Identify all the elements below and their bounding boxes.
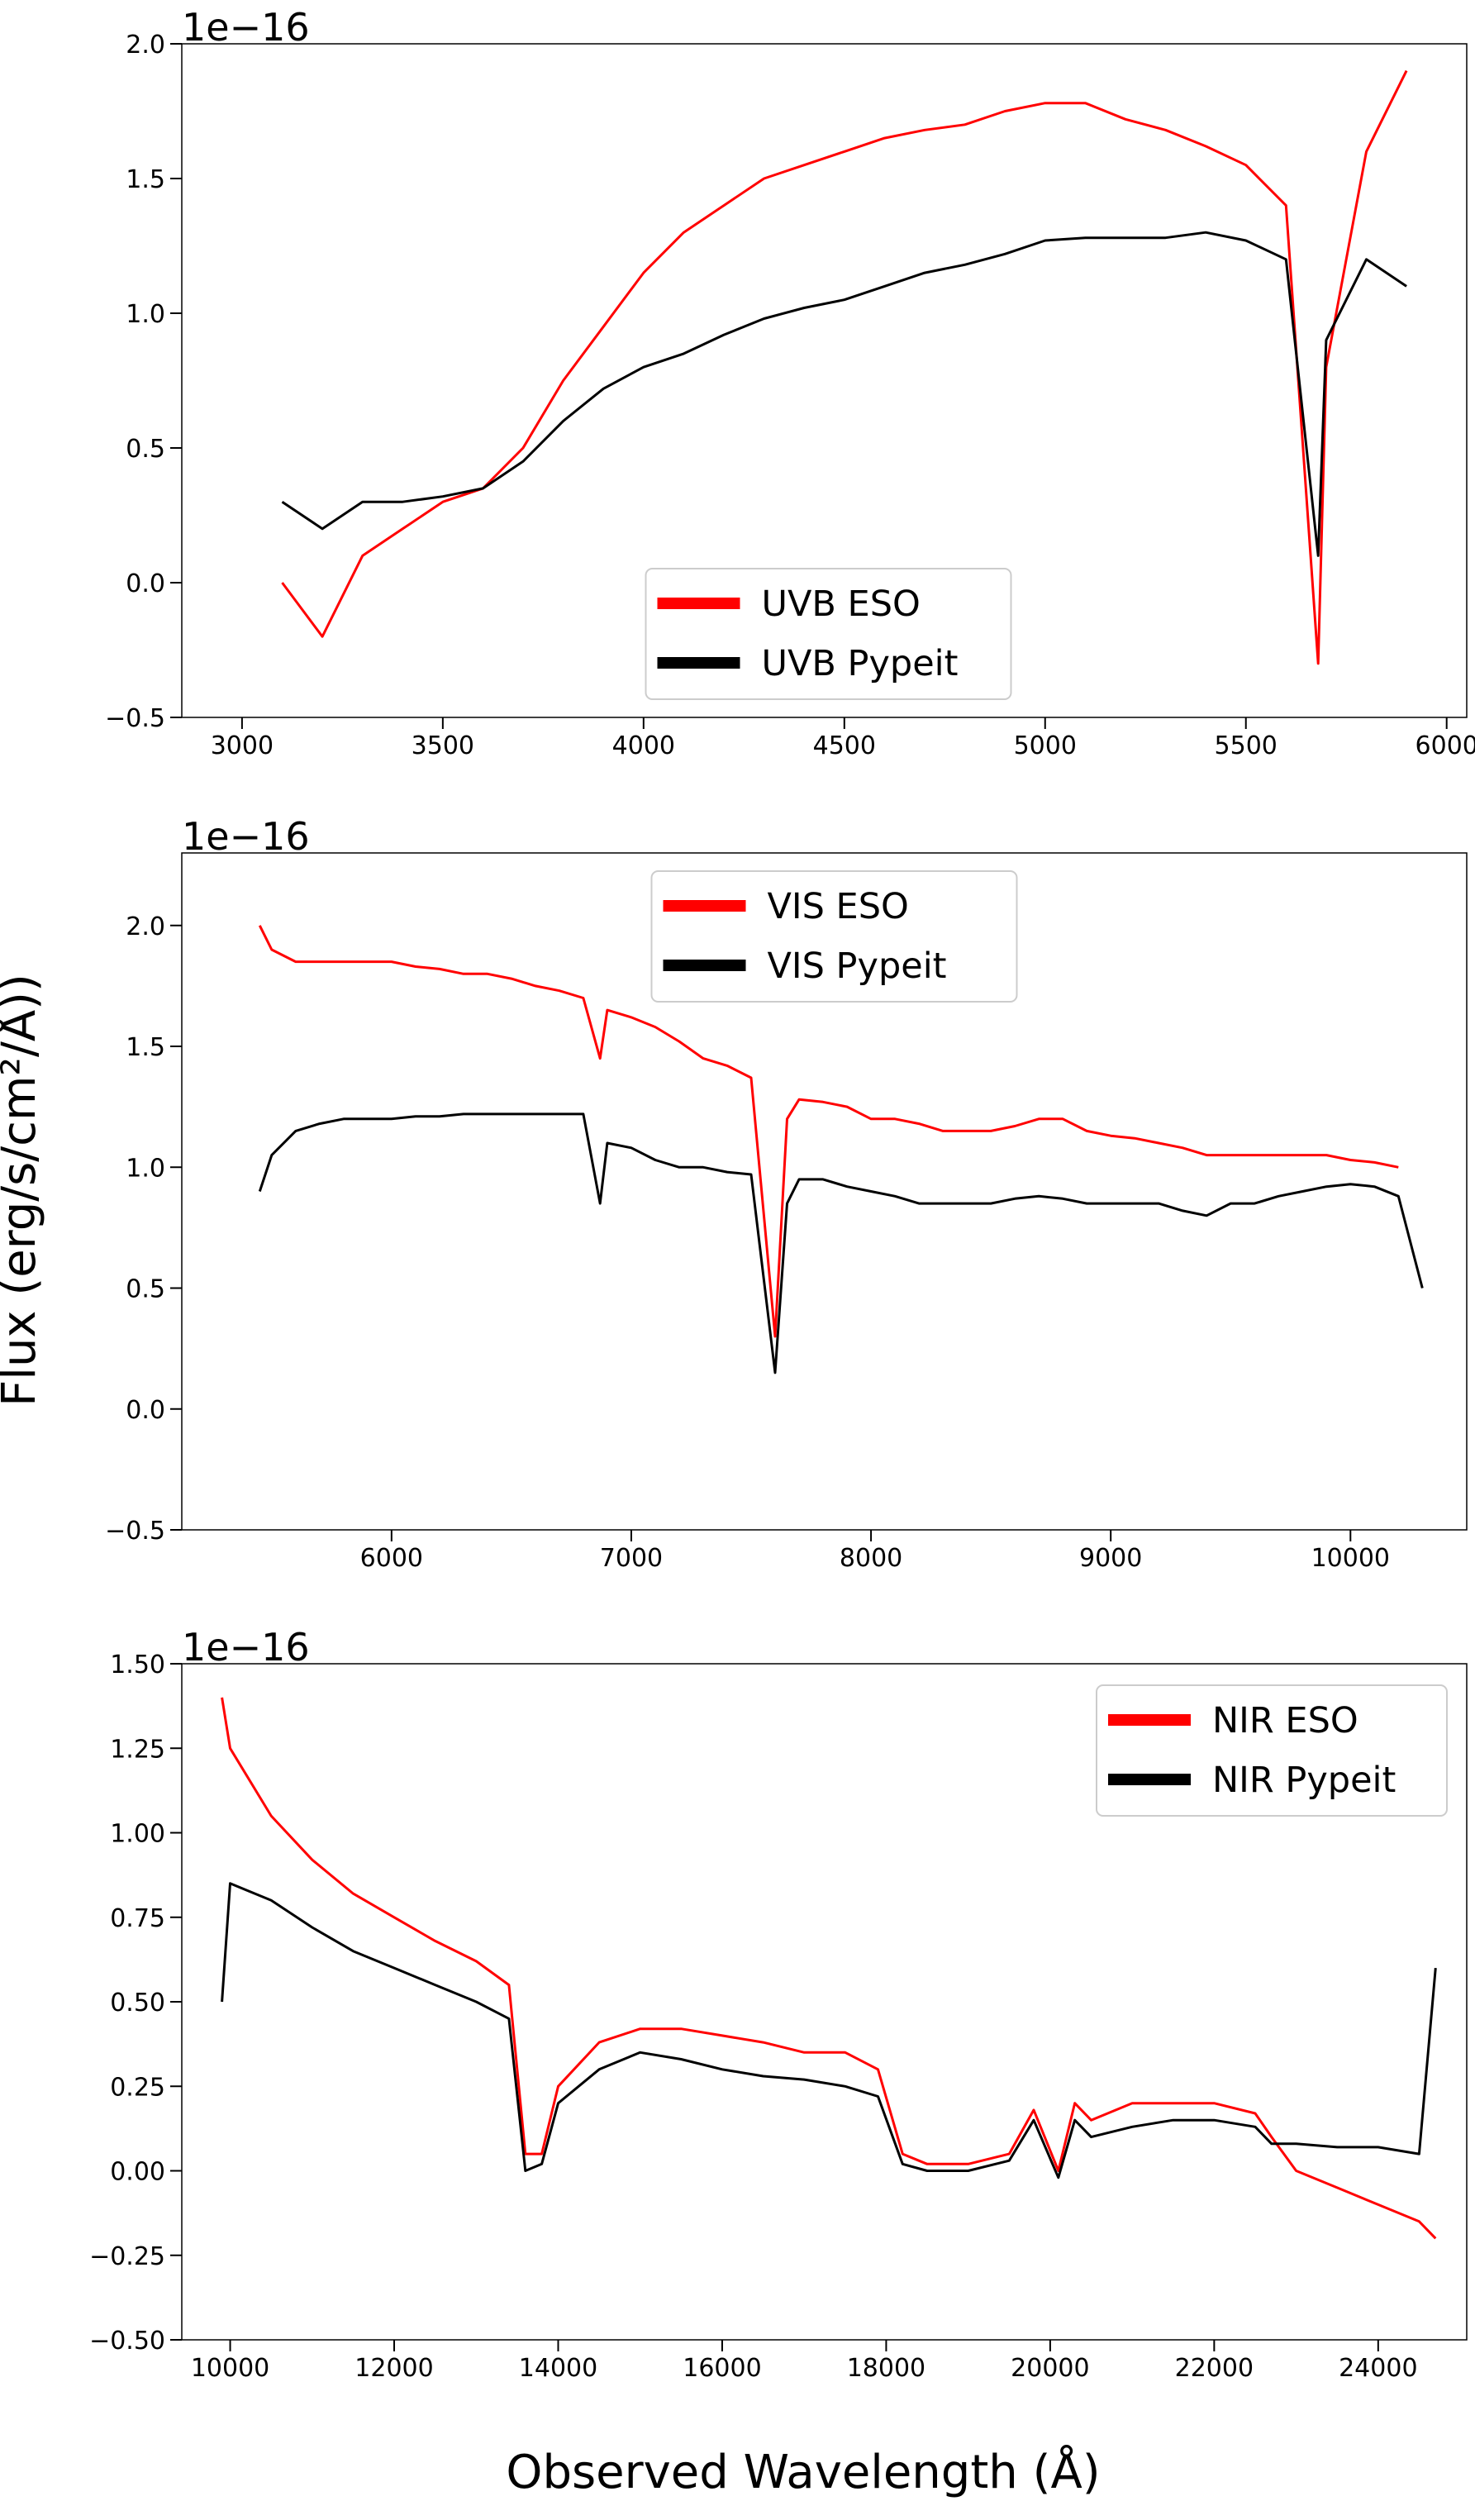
y-tick-label: 0.0	[126, 569, 165, 598]
y-tick-label: 0.50	[110, 1989, 165, 2017]
legend-label: NIR ESO	[1212, 1700, 1358, 1741]
y-tick-label: 1.0	[126, 1154, 165, 1183]
y-tick-label: −0.50	[89, 2327, 165, 2356]
x-tick-label: 6000	[360, 1544, 423, 1573]
x-tick-label: 4000	[612, 731, 675, 760]
y-tick-label: 0.00	[110, 2158, 165, 2187]
panel: 3000 3500 4000 4500 5000 5500 6000 −0.5 0.0 0.5 1.…	[105, 5, 1475, 760]
x-tick-label: 10000	[191, 2354, 269, 2383]
x-tick-label: 20000	[1011, 2354, 1089, 2383]
x-tick-label: 12000	[354, 2354, 433, 2383]
x-tick-label: 16000	[683, 2354, 761, 2383]
y-tick-label: 2.0	[126, 912, 165, 941]
x-tick-label: 5500	[1215, 731, 1278, 760]
spectrum-line	[221, 1697, 1437, 2240]
x-tick-label: 8000	[840, 1544, 902, 1573]
y-tick-label: 0.75	[110, 1904, 165, 1933]
legend-label: VIS Pypeit	[768, 946, 947, 987]
legend: VIS ESO VIS Pypeit	[650, 870, 1018, 1003]
x-tick-label: 5000	[1014, 731, 1077, 760]
x-tick-label: 6000	[1416, 731, 1475, 760]
x-tick-label: 24000	[1339, 2354, 1417, 2383]
x-tick-label: 14000	[519, 2354, 597, 2383]
y-tick-label: 0.0	[126, 1396, 165, 1425]
offset-label: 1e−16	[182, 814, 310, 859]
y-tick-label: 1.0	[126, 300, 165, 329]
legend-label: NIR Pypeit	[1212, 1760, 1396, 1801]
legend-label: UVB ESO	[762, 584, 921, 625]
axes-frame	[181, 852, 1468, 1531]
y-tick-label: 0.25	[110, 2073, 165, 2102]
y-tick-label: −0.5	[105, 1517, 165, 1546]
y-tick-label: 1.50	[110, 1651, 165, 1679]
y-tick-label: 0.5	[126, 435, 165, 464]
x-tick-label: 3500	[412, 731, 474, 760]
y-tick-label: 1.00	[110, 1820, 165, 1849]
panel: 10000 12000 14000 16000 18000 20000 22000 24000…	[89, 1625, 1468, 2383]
legend: UVB ESO UVB Pypeit	[645, 568, 1012, 700]
y-tick-label: 1.5	[126, 165, 165, 194]
y-tick-label: 2.0	[126, 31, 165, 60]
spectrum-line	[281, 231, 1407, 557]
axes-frame	[181, 43, 1468, 718]
offset-label: 1e−16	[182, 1625, 310, 1670]
spectrum-line	[258, 1112, 1424, 1374]
x-tick-label: 10000	[1311, 1544, 1390, 1573]
spectrum-line	[221, 1882, 1437, 2179]
panel: 6000 7000 8000 9000 10000 −0.5 0.0 0.5 1.0 1.5 2.0…	[105, 814, 1468, 1573]
y-tick-label: 1.25	[110, 1735, 165, 1764]
offset-label: 1e−16	[182, 5, 310, 50]
x-tick-label: 9000	[1079, 1544, 1142, 1573]
y-tick-label: −0.5	[105, 704, 165, 733]
y-axis-label: Flux (erg/s/cm²/Å))	[0, 974, 46, 1407]
y-tick-label: 0.5	[126, 1275, 165, 1304]
legend-label: UVB Pypeit	[762, 643, 959, 684]
x-tick-label: 7000	[600, 1544, 663, 1573]
x-tick-label: 22000	[1175, 2354, 1254, 2383]
x-tick-label: 3000	[211, 731, 274, 760]
x-tick-label: 18000	[847, 2354, 925, 2383]
x-tick-label: 4500	[813, 731, 876, 760]
y-tick-label: −0.25	[89, 2242, 165, 2271]
x-axis-label: Observed Wavelength (Å)	[506, 2445, 1100, 2499]
legend: NIR ESO NIR Pypeit	[1096, 1684, 1448, 1817]
spectrum-line	[258, 925, 1399, 1338]
y-tick-label: 1.5	[126, 1033, 165, 1062]
legend-label: VIS ESO	[768, 886, 909, 927]
